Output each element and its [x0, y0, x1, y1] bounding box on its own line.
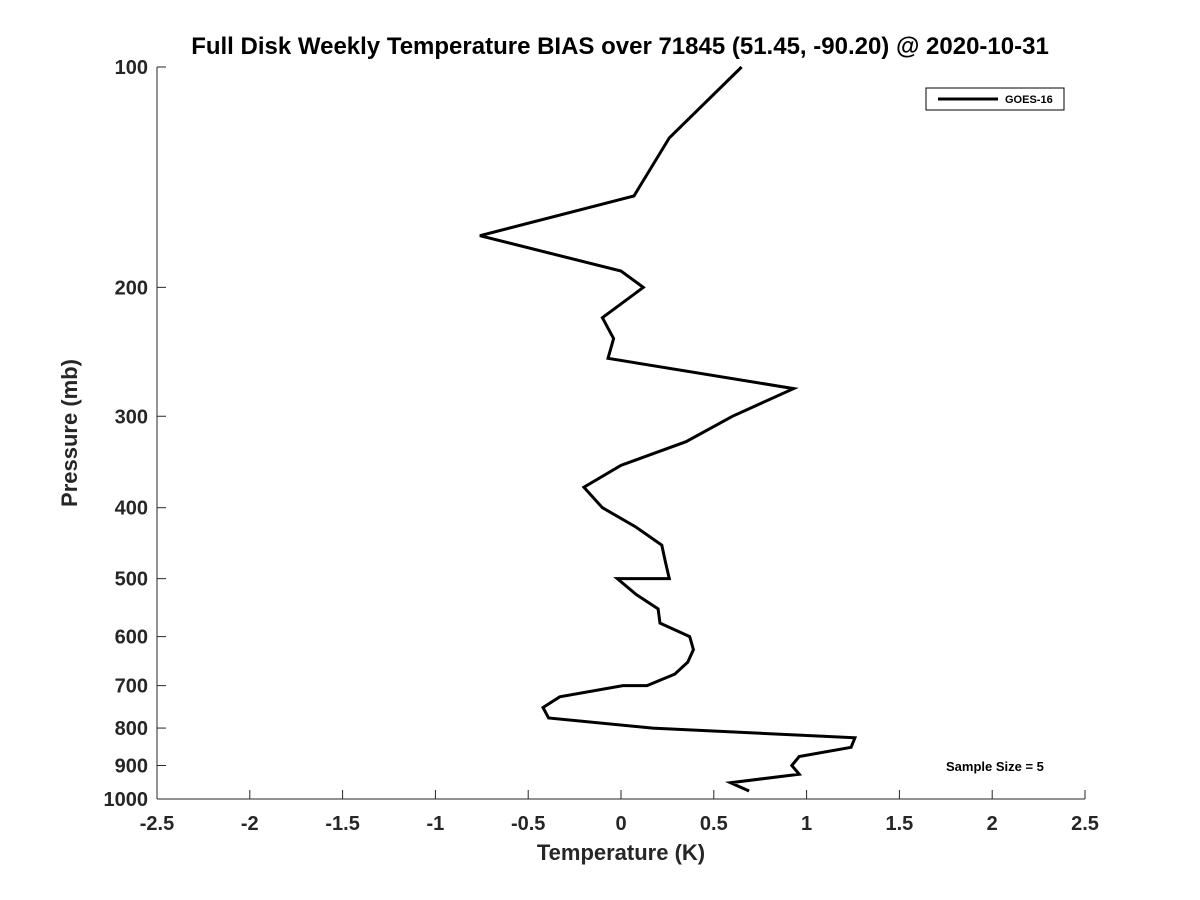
x-tick-label: -1 [427, 813, 445, 835]
x-axis-ticks: -2.5 -2 -1.5 -1 -0.5 0 0.5 1 1.5 2 2.5 [140, 790, 1099, 835]
chart-title: Full Disk Weekly Temperature BIAS over 7… [191, 33, 1049, 60]
x-tick-label: 1.5 [885, 813, 913, 835]
x-tick-label: 1 [801, 813, 812, 835]
y-tick-label: 300 [115, 406, 148, 428]
y-tick-label: 200 [115, 277, 148, 299]
y-tick-label: 1000 [104, 789, 149, 811]
legend-label-goes-16: GOES-16 [1005, 94, 1053, 106]
plot-area [157, 67, 1085, 799]
x-axis-label: Temperature (K) [537, 840, 705, 865]
x-tick-label: -0.5 [511, 813, 545, 835]
x-tick-label: 2.5 [1071, 813, 1099, 835]
y-tick-label: 500 [115, 569, 148, 591]
x-tick-label: -1.5 [325, 813, 359, 835]
y-tick-label: 400 [115, 498, 148, 520]
y-tick-label: 700 [115, 676, 148, 698]
y-tick-label: 600 [115, 627, 148, 649]
x-tick-label: -2.5 [140, 813, 174, 835]
x-tick-label: 2 [987, 813, 998, 835]
sample-size-annotation: Sample Size = 5 [946, 759, 1044, 774]
x-tick-label: 0 [615, 813, 626, 835]
y-tick-label: 900 [115, 756, 148, 778]
y-axis-label: Pressure (mb) [57, 359, 82, 507]
series-line-goes-16 [479, 65, 858, 793]
y-tick-label: 100 [115, 57, 148, 79]
legend: GOES-16 [925, 87, 1065, 111]
y-tick-label: 800 [115, 718, 148, 740]
x-tick-label: 0.5 [700, 813, 728, 835]
y-axis-ticks: 100 200 300 400 500 600 700 800 900 1000 [104, 57, 166, 811]
x-tick-label: -2 [241, 813, 259, 835]
